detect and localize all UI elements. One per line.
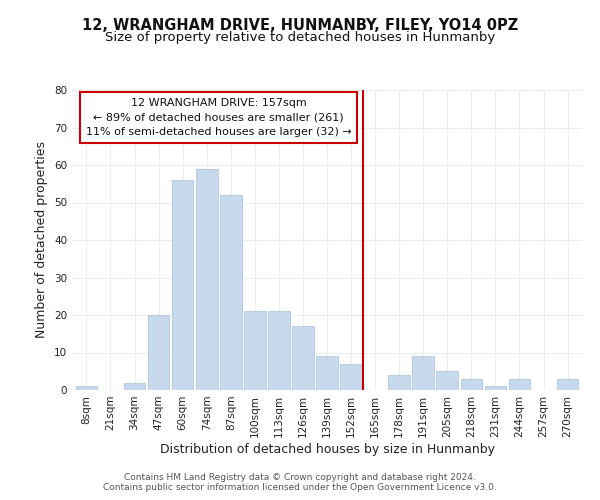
Bar [340, 364, 362, 390]
Bar [412, 356, 434, 390]
X-axis label: Distribution of detached houses by size in Hunmanby: Distribution of detached houses by size … [160, 442, 494, 456]
Bar [316, 356, 338, 390]
Bar [124, 382, 145, 390]
Bar [172, 180, 193, 390]
Bar [436, 371, 458, 390]
Text: Contains HM Land Registry data © Crown copyright and database right 2024.: Contains HM Land Registry data © Crown c… [124, 474, 476, 482]
Bar [509, 379, 530, 390]
Bar [557, 379, 578, 390]
Bar [268, 311, 290, 390]
Y-axis label: Number of detached properties: Number of detached properties [35, 142, 49, 338]
Bar [196, 169, 218, 390]
Bar [485, 386, 506, 390]
Bar [244, 311, 266, 390]
Bar [388, 375, 410, 390]
Bar [148, 315, 169, 390]
Bar [292, 326, 314, 390]
Text: 12 WRANGHAM DRIVE: 157sqm
← 89% of detached houses are smaller (261)
11% of semi: 12 WRANGHAM DRIVE: 157sqm ← 89% of detac… [86, 98, 352, 137]
Bar [220, 195, 242, 390]
Text: Size of property relative to detached houses in Hunmanby: Size of property relative to detached ho… [105, 31, 495, 44]
Text: 12, WRANGHAM DRIVE, HUNMANBY, FILEY, YO14 0PZ: 12, WRANGHAM DRIVE, HUNMANBY, FILEY, YO1… [82, 18, 518, 32]
Bar [76, 386, 97, 390]
Text: Contains public sector information licensed under the Open Government Licence v3: Contains public sector information licen… [103, 484, 497, 492]
Bar [461, 379, 482, 390]
